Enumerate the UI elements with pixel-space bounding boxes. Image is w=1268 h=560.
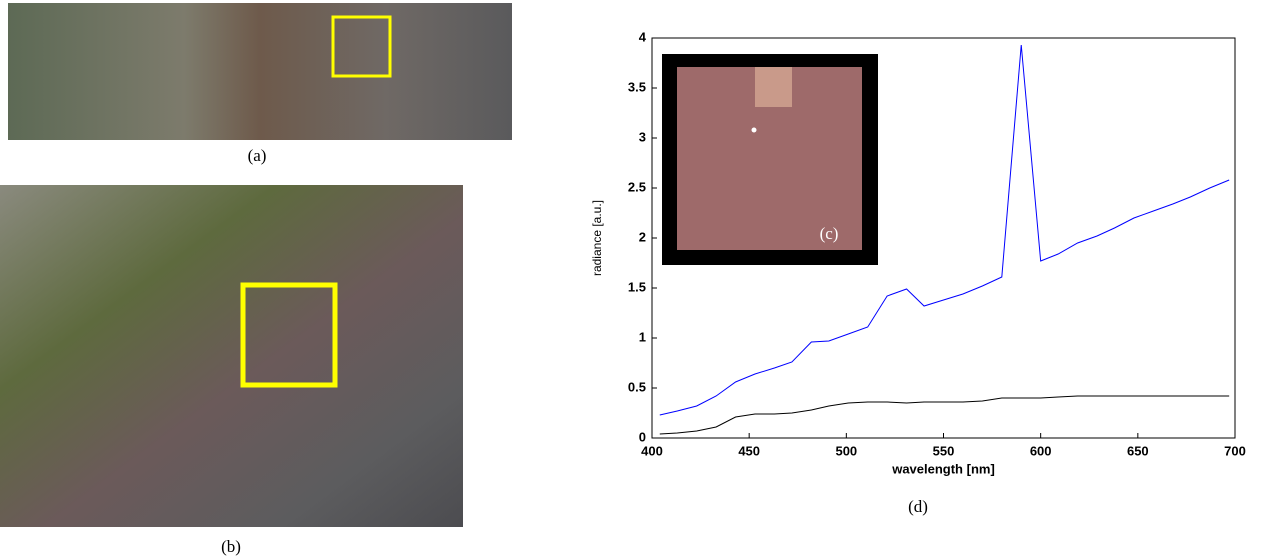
y-tick-label: 0.5 xyxy=(628,379,646,394)
data-line xyxy=(660,396,1229,434)
y-tick-label: 1.5 xyxy=(628,279,646,294)
figure: (a) (b) (d) 400 450 500 550 600 650 700 0 0.5 1 1.… xyxy=(0,0,1268,560)
y-tick-label: 0 xyxy=(639,429,646,444)
y-tick-label: 2.5 xyxy=(628,179,646,194)
x-tick-label: 400 xyxy=(641,443,663,458)
y-tick-label: 3.5 xyxy=(628,79,646,94)
y-tick-label: 1 xyxy=(639,329,646,344)
caption: (a) xyxy=(248,146,267,165)
caption: (c) xyxy=(820,224,839,243)
image-feature xyxy=(755,67,792,107)
x-tick-label: 500 xyxy=(835,443,857,458)
image-feature xyxy=(752,128,757,133)
y-tick-label: 2 xyxy=(639,229,646,244)
caption: (b) xyxy=(221,537,241,556)
y-tick-label: 4 xyxy=(639,29,647,44)
y-axis-label: radiance [a.u.] xyxy=(590,200,604,276)
x-tick-label: 450 xyxy=(738,443,760,458)
x-tick-label: 650 xyxy=(1127,443,1149,458)
x-tick-label: 700 xyxy=(1224,443,1246,458)
x-tick-label: 600 xyxy=(1030,443,1052,458)
y-tick-label: 3 xyxy=(639,129,646,144)
caption: (d) xyxy=(908,497,928,516)
x-tick-label: 550 xyxy=(933,443,955,458)
x-axis-label: wavelength [nm] xyxy=(891,461,995,476)
image-b xyxy=(0,185,463,527)
image-a xyxy=(8,3,512,140)
